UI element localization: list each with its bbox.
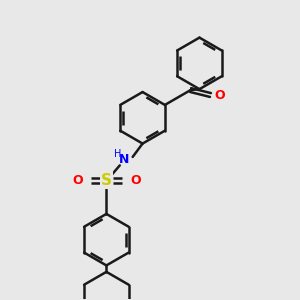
Text: O: O (72, 174, 83, 187)
Text: S: S (101, 173, 112, 188)
Text: O: O (130, 174, 141, 187)
Text: H: H (114, 149, 122, 160)
Text: N: N (118, 153, 129, 166)
Text: O: O (214, 88, 225, 101)
